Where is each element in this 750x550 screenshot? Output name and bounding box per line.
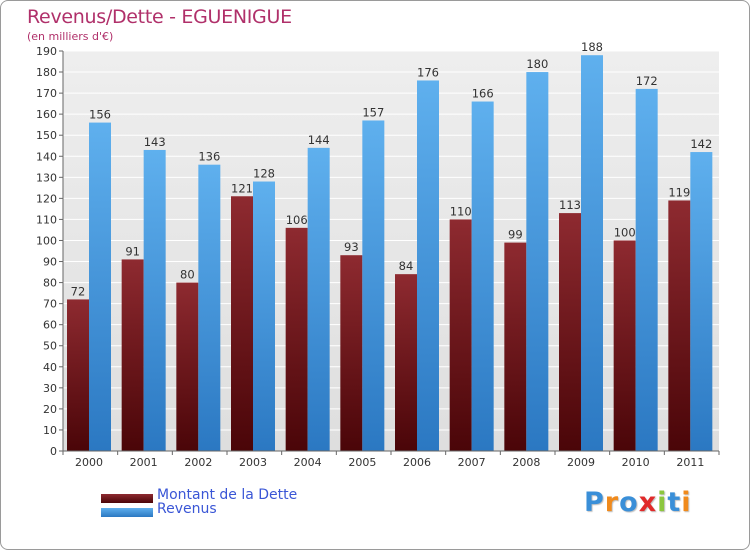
bar-dette <box>613 240 636 451</box>
data-label-dette: 84 <box>399 259 414 273</box>
y-tick-label: 130 <box>36 171 57 184</box>
data-label-dette: 93 <box>344 240 359 254</box>
data-label-revenus: 144 <box>308 133 330 147</box>
y-tick-label: 180 <box>36 66 57 79</box>
bar-revenus <box>635 88 658 451</box>
bar-dette <box>559 213 581 451</box>
legend-label-dette: Montant de la Dette <box>157 487 298 503</box>
y-tick-label: 110 <box>36 213 57 226</box>
y-tick-label: 140 <box>36 150 57 163</box>
data-label-revenus: 157 <box>362 105 384 119</box>
x-tick-label: 2000 <box>75 456 103 469</box>
data-label-revenus: 176 <box>417 65 439 79</box>
bar-revenus <box>89 122 111 451</box>
y-tick-label: 20 <box>43 403 57 416</box>
bar-dette <box>67 299 89 451</box>
x-tick-label: 2011 <box>676 456 704 469</box>
data-label-dette: 113 <box>559 198 581 212</box>
data-label-dette: 110 <box>450 204 472 218</box>
y-tick-label: 60 <box>43 319 57 332</box>
bar-revenus <box>526 72 549 451</box>
bar-revenus <box>362 120 385 451</box>
bar-dette <box>285 227 308 451</box>
data-label-dette: 91 <box>125 244 140 258</box>
bar-revenus <box>143 149 166 451</box>
bar-dette <box>340 255 363 451</box>
bar-dette <box>449 219 472 451</box>
x-tick-label: 2010 <box>622 456 650 469</box>
data-label-revenus: 166 <box>472 87 494 101</box>
y-tick-label: 30 <box>43 382 57 395</box>
x-tick-label: 2004 <box>294 456 322 469</box>
bar-dette <box>231 196 253 451</box>
data-label-revenus: 143 <box>144 135 166 149</box>
bar-revenus <box>581 55 603 452</box>
data-label-dette: 106 <box>286 213 308 227</box>
bar-dette <box>504 242 527 451</box>
data-label-dette: 99 <box>508 228 523 242</box>
bar-revenus <box>690 152 713 452</box>
chart-subtitle: (en milliers d'€) <box>27 30 114 43</box>
legend-label-revenus: Revenus <box>157 501 217 517</box>
data-label-revenus: 156 <box>89 108 111 122</box>
x-tick-label: 2001 <box>130 456 158 469</box>
bar-revenus <box>471 101 494 452</box>
data-label-dette: 121 <box>231 181 253 195</box>
bar-dette <box>395 274 417 451</box>
y-tick-label: 170 <box>36 87 57 100</box>
y-tick-label: 100 <box>36 234 57 247</box>
y-tick-label: 150 <box>36 129 57 142</box>
y-tick-label: 70 <box>43 298 57 311</box>
x-tick-label: 2008 <box>512 456 540 469</box>
bar-revenus <box>198 164 221 451</box>
y-tick-label: 120 <box>36 192 57 205</box>
bar-revenus <box>253 181 275 452</box>
data-label-revenus: 188 <box>581 40 603 54</box>
x-tick-label: 2002 <box>184 456 212 469</box>
data-label-dette: 72 <box>71 284 86 298</box>
x-tick-label: 2009 <box>567 456 595 469</box>
data-label-revenus: 128 <box>253 167 275 181</box>
chart-title: Revenus/Dette - EGUENIGUE <box>27 6 292 28</box>
y-tick-label: 160 <box>36 108 57 121</box>
y-tick-label: 90 <box>43 256 57 269</box>
y-tick-label: 10 <box>43 424 57 437</box>
legend-swatch-dette <box>101 494 153 503</box>
bar-dette <box>668 200 691 451</box>
bar-revenus <box>307 147 330 451</box>
y-tick-label: 80 <box>43 277 57 290</box>
data-label-revenus: 136 <box>198 150 220 164</box>
data-label-revenus: 142 <box>690 137 712 151</box>
y-tick-label: 50 <box>43 340 57 353</box>
y-tick-label: 40 <box>43 361 57 374</box>
y-tick-label: 190 <box>36 45 57 58</box>
data-label-dette: 119 <box>668 185 690 199</box>
x-tick-label: 2003 <box>239 456 267 469</box>
plot-area <box>63 51 719 451</box>
bar-revenus <box>417 80 439 451</box>
data-label-dette: 100 <box>614 225 636 239</box>
legend-swatch-revenus <box>101 508 153 517</box>
bar-dette <box>176 282 199 451</box>
x-tick-label: 2006 <box>403 456 431 469</box>
x-tick-label: 2007 <box>458 456 486 469</box>
y-tick-label: 0 <box>50 445 57 458</box>
data-label-revenus: 180 <box>526 57 548 71</box>
data-label-revenus: 172 <box>636 74 658 88</box>
proxiti-logo: Proxiti <box>584 487 692 518</box>
bar-dette <box>121 259 144 451</box>
data-label-dette: 80 <box>180 268 195 282</box>
x-tick-label: 2005 <box>348 456 376 469</box>
